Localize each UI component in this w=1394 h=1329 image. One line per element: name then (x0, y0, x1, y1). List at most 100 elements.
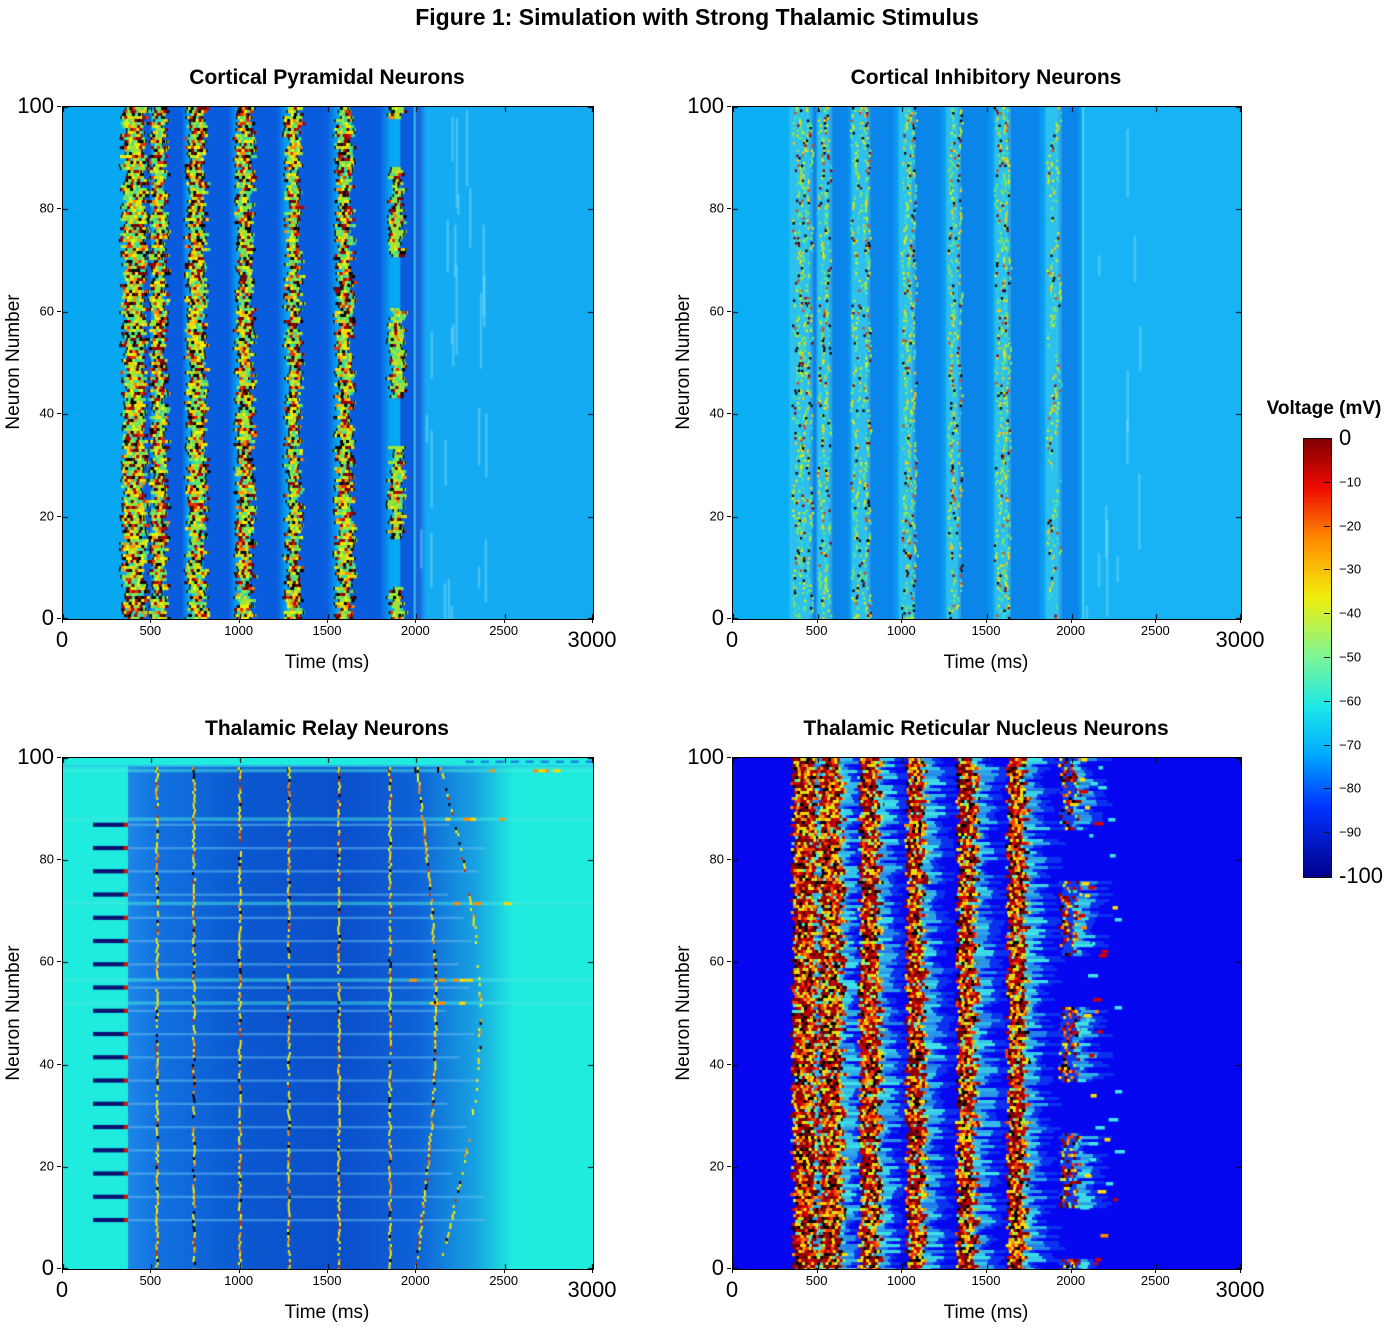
y-tick-label: 20 (709, 508, 724, 524)
x-tick-label: 1500 (312, 623, 342, 638)
y-tick-label: 20 (709, 1158, 724, 1174)
axis-tick-mark (986, 1269, 987, 1273)
y-tick-label: 40 (39, 405, 54, 421)
colorbar-gradient (1303, 438, 1332, 878)
axis-tick-mark (62, 619, 63, 623)
y-axis-label: Neuron Number (3, 294, 24, 430)
y-tick-label: 100 (17, 744, 54, 769)
y-tick-label: 100 (687, 93, 724, 118)
y-tick-label: 20 (39, 1158, 54, 1174)
x-tick-label: 1000 (224, 623, 254, 638)
x-tick-label: 0 (725, 627, 739, 652)
heatmap-canvas (733, 107, 1241, 619)
y-tick-label: 40 (39, 1056, 54, 1072)
y-tick-label: 80 (39, 200, 54, 216)
heatmap-canvas (63, 107, 593, 619)
colorbar-tick-label: −40 (1339, 605, 1362, 621)
x-tick-label: 500 (139, 1273, 162, 1288)
panel-title: Cortical Inhibitory Neurons (850, 66, 1122, 89)
x-tick-label: 2500 (1140, 623, 1170, 638)
axis-tick-mark (62, 1269, 63, 1273)
colorbar-tick-mark (1324, 569, 1330, 571)
colorbar-tick-mark (1324, 700, 1330, 702)
y-axis-label: Neuron Number (3, 944, 24, 1081)
axis-tick-mark (1240, 619, 1241, 623)
y-tick-label: 80 (709, 851, 724, 867)
axis-tick-mark (327, 619, 328, 623)
colorbar-tick-label: −90 (1339, 824, 1362, 840)
axis-tick-mark (901, 619, 903, 623)
axis-tick-mark (727, 618, 731, 619)
x-tick-label: 3000 (567, 1277, 617, 1302)
x-axis-label: Time (ms) (284, 1302, 370, 1323)
y-tick-label: 100 (687, 744, 724, 769)
heatmap-plot (62, 757, 594, 1270)
colorbar-title: Voltage (mV) (1266, 398, 1382, 419)
axis-tick-mark (816, 619, 818, 623)
axis-tick-mark (57, 515, 61, 517)
colorbar-tick-mark (1324, 875, 1330, 876)
y-axis-label: Neuron Number (673, 944, 694, 1081)
axis-tick-mark (57, 757, 61, 758)
axis-tick-mark (238, 1269, 240, 1273)
x-tick-label: 1000 (886, 1273, 916, 1288)
y-tick-label: 60 (39, 303, 54, 319)
axis-tick-mark (1240, 1269, 1241, 1273)
y-tick-label: 60 (39, 953, 54, 969)
y-tick-label: 40 (709, 1056, 724, 1072)
axis-tick-mark (1070, 1269, 1072, 1273)
colorbar-tick-label: −10 (1339, 474, 1362, 490)
x-tick-label: 0 (725, 1277, 739, 1302)
axis-tick-mark (727, 961, 731, 963)
heatmap-canvas (63, 758, 593, 1269)
y-tick-label: 0 (41, 605, 54, 630)
x-axis-label: Time (ms) (943, 652, 1029, 673)
axis-tick-mark (57, 618, 61, 619)
x-tick-label: 1500 (971, 623, 1001, 638)
axis-tick-mark (503, 1269, 505, 1273)
axis-tick-mark (327, 1269, 328, 1273)
axis-tick-mark (727, 106, 731, 107)
x-tick-label: 500 (805, 1273, 828, 1288)
colorbar-tick-label: 0 (1339, 425, 1352, 450)
axis-tick-mark (238, 619, 240, 623)
axis-tick-mark (1155, 1269, 1157, 1273)
x-tick-label: 1000 (224, 1273, 254, 1288)
x-tick-label: 3000 (1215, 627, 1265, 652)
axis-tick-mark (732, 1269, 733, 1273)
colorbar-tick-label: −20 (1339, 518, 1362, 534)
axis-tick-mark (57, 413, 61, 415)
axis-tick-mark (57, 310, 61, 312)
colorbar-tick-label: −60 (1339, 693, 1362, 709)
axis-tick-mark (816, 1269, 818, 1273)
axis-tick-mark (57, 961, 61, 963)
colorbar-tick-mark (1324, 481, 1330, 483)
colorbar-tick-mark (1324, 525, 1330, 527)
axis-tick-mark (57, 1268, 61, 1269)
colorbar-tick-mark (1324, 788, 1330, 790)
y-tick-label: 0 (41, 1255, 54, 1280)
x-axis-label: Time (ms) (284, 652, 370, 673)
y-axis-label: Neuron Number (673, 294, 694, 430)
axis-tick-mark (1155, 619, 1157, 623)
colorbar-tick-mark (1324, 613, 1330, 615)
x-tick-label: 1000 (886, 623, 916, 638)
y-tick-label: 20 (39, 508, 54, 524)
axis-tick-mark (592, 619, 593, 623)
heatmap-plot (62, 106, 594, 620)
x-tick-label: 2500 (489, 1273, 519, 1288)
axis-tick-mark (415, 619, 417, 623)
heatmap-canvas (733, 758, 1241, 1269)
colorbar-tick-mark (1324, 657, 1330, 658)
axis-tick-mark (727, 859, 731, 861)
colorbar-tick-mark (1324, 744, 1330, 746)
colorbar-tick-label: −80 (1339, 780, 1362, 796)
axis-tick-mark (727, 515, 731, 517)
colorbar-tick-mark (1324, 438, 1330, 439)
y-tick-label: 80 (709, 200, 724, 216)
axis-tick-mark (150, 1269, 152, 1273)
